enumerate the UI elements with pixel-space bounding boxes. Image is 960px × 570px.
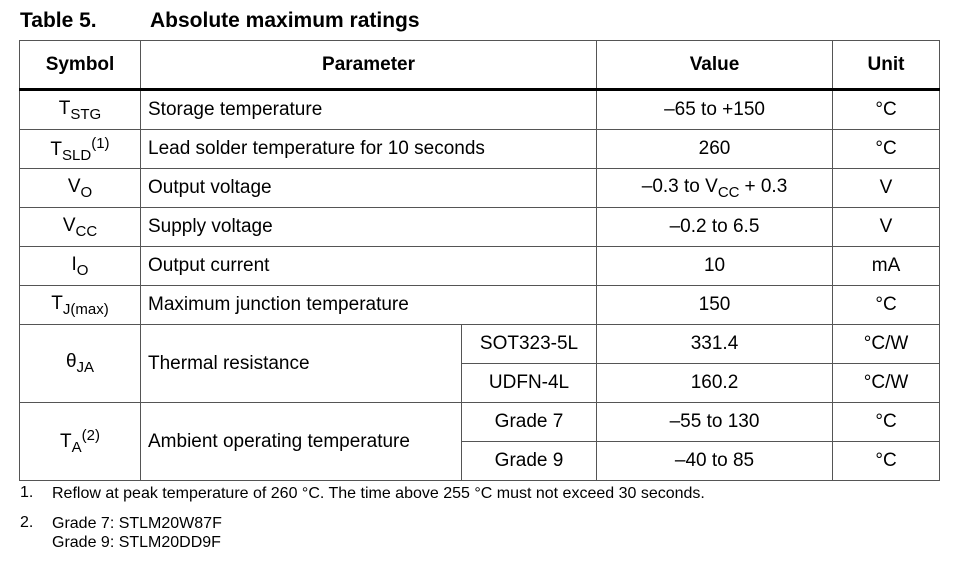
symbol-subscript: CC — [75, 222, 98, 240]
value-tail: + 0.3 — [744, 175, 788, 197]
value-cell: 260 — [596, 129, 834, 169]
value-cell: –0.3 to VCC + 0.3 — [596, 168, 834, 208]
footnote-line: Grade 9: STLM20DD9F — [52, 534, 221, 551]
unit-cell: °C/W — [832, 324, 941, 364]
symbol-base: V — [67, 175, 81, 197]
symbol-superscript: (1) — [91, 134, 110, 152]
table-row: TA(2) Ambient operating temperature Grade … — [19, 402, 941, 481]
condition-cell: UDFN-4L — [460, 363, 598, 403]
parameter-cell: Maximum junction temperature — [139, 285, 598, 325]
table-row: VCC Supply voltage –0.2 to 6.5 V — [19, 207, 941, 247]
table-row: TSTG Storage temperature –65 to +150 °C — [19, 89, 941, 130]
symbol-subscript: A — [71, 439, 82, 456]
table-row: θJA Thermal resistance SOT323-5L 331.4 °C/W — [19, 324, 941, 403]
symbol-base: V — [62, 214, 76, 236]
unit-cell: °C — [832, 129, 941, 169]
symbol-cell: IO — [19, 246, 141, 286]
table-caption: Table 5. Absolute maximum ratings — [20, 9, 420, 33]
unit-cell: °C — [832, 441, 941, 481]
value-text: –0.3 to V — [641, 175, 718, 197]
table-row: TJ(max) Maximum junction temperature 150 °C — [19, 285, 941, 325]
footnote-text: Grade 7: STLM20W87F Grade 9: STLM20DD9F — [52, 514, 705, 552]
parameter-cell: Lead solder temperature for 10 seconds — [139, 129, 598, 169]
symbol-cell: TSTG — [19, 89, 141, 130]
table-row: UDFN-4L 160.2 °C/W — [20, 363, 941, 403]
condition-cell: SOT323-5L — [460, 324, 598, 364]
table-label: Table 5. — [20, 9, 97, 32]
header-cell: Value — [596, 40, 834, 91]
table-row: VO Output voltage –0.3 to VCC + 0.3 V — [19, 168, 941, 208]
parameter-cell: Output current — [139, 246, 598, 286]
footnote-line: Reflow at peak temperature of 260 °C. Th… — [52, 485, 705, 502]
table-row: IO Output current 10 mA — [19, 246, 941, 286]
parameter-cell: Storage temperature — [139, 89, 598, 130]
symbol-subscript: JA — [76, 359, 95, 376]
symbol-base: T — [60, 431, 72, 452]
footnote-line: Grade 7: STLM20W87F — [52, 515, 222, 532]
value-subscript: CC — [717, 183, 740, 201]
symbol-superscript: (2) — [81, 427, 100, 444]
value-cell: –55 to 130 — [596, 402, 834, 442]
footnote: 1. Reflow at peak temperature of 260 °C. … — [20, 484, 705, 503]
symbol-base: T — [50, 138, 63, 160]
value-cell: –65 to +150 — [596, 89, 834, 130]
parameter-cell: Ambient operating temperature — [140, 402, 462, 481]
condition-cell: Grade 9 — [460, 441, 598, 481]
footnote-text: Reflow at peak temperature of 260 °C. Th… — [52, 484, 705, 503]
value-cell: 331.4 — [596, 324, 834, 364]
unit-cell: V — [832, 207, 941, 247]
unit-cell: °C — [832, 402, 941, 442]
symbol-cell: VO — [19, 168, 141, 208]
unit-cell: °C — [832, 89, 941, 130]
symbol-base: I — [71, 253, 77, 275]
symbol-cell: θJA — [19, 324, 141, 403]
symbol-cell: TJ(max) — [19, 285, 141, 325]
symbol-subscript: STG — [70, 105, 102, 123]
parameter-cell: Output voltage — [139, 168, 598, 208]
header-cell: Unit — [832, 40, 941, 91]
symbol-subscript: O — [76, 261, 89, 279]
table-row: Grade 9 –40 to 85 °C — [20, 441, 941, 481]
symbol-cell: TA(2) — [19, 402, 141, 481]
footnote-number: 2. — [20, 514, 34, 531]
unit-cell: mA — [832, 246, 941, 286]
unit-cell: °C — [832, 285, 941, 325]
value-cell: 160.2 — [596, 363, 834, 403]
symbol-base: T — [51, 292, 63, 314]
symbol-subscript: O — [80, 183, 93, 201]
symbol-cell: VCC — [19, 207, 141, 247]
unit-cell: V — [832, 168, 941, 208]
footnote: 2. Grade 7: STLM20W87F Grade 9: STLM20DD9F — [20, 514, 705, 552]
value-cell: –0.2 to 6.5 — [596, 207, 834, 247]
header-row: Symbol Parameter Value Unit — [19, 40, 941, 91]
value-cell: 150 — [596, 285, 834, 325]
condition-cell: Grade 7 — [460, 402, 598, 442]
symbol-base: T — [58, 97, 71, 119]
value-cell: 10 — [596, 246, 834, 286]
header-cell: Parameter — [139, 40, 598, 91]
unit-cell: °C/W — [832, 363, 941, 403]
symbol-subscript: SLD — [62, 146, 92, 164]
parameter-cell: Thermal resistance — [140, 324, 462, 403]
symbol-cell: TSLD(1) — [19, 129, 141, 169]
table-title: Absolute maximum ratings — [150, 9, 420, 32]
table-row: TSLD(1) Lead solder temperature for 10 se… — [19, 129, 941, 169]
symbol-subscript: J(max) — [62, 300, 109, 318]
value-cell: –40 to 85 — [596, 441, 834, 481]
footnote-number: 1. — [20, 484, 34, 501]
header-cell: Symbol — [19, 40, 141, 91]
ratings-table: Symbol Parameter Value Unit TSTG Storage temp… — [19, 40, 941, 481]
parameter-cell: Supply voltage — [139, 207, 598, 247]
footnotes: 1. Reflow at peak temperature of 260 °C. … — [20, 484, 705, 563]
symbol-base: θ — [65, 351, 77, 372]
